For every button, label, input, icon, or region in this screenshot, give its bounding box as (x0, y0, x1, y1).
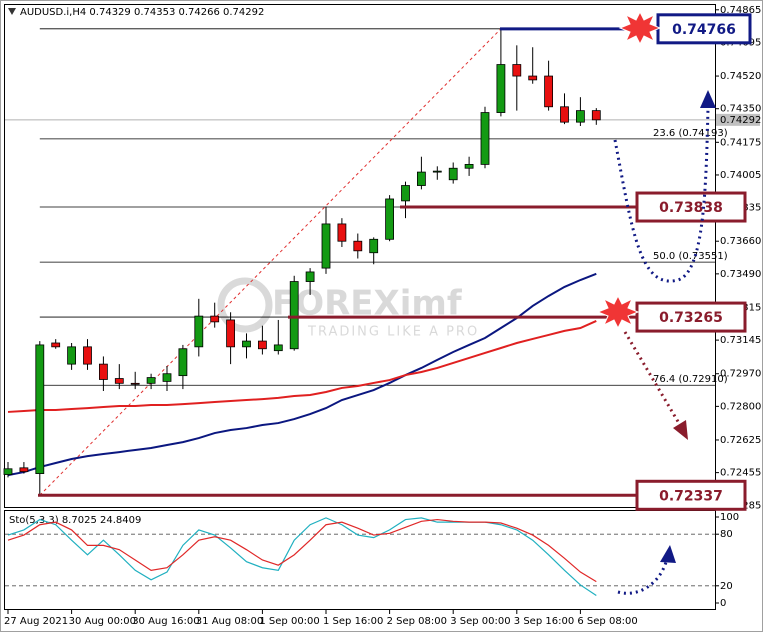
y-tick-label: 0.74520 (720, 71, 761, 82)
x-tick-label: 6 Sep 08:00 (577, 616, 637, 627)
y-tick-label: 0.73145 (720, 335, 761, 346)
fib-trendline (39, 28, 502, 496)
candle-body (528, 75, 538, 81)
candle-body (305, 271, 315, 282)
y-tick-label: 0.74005 (720, 170, 761, 181)
x-tick-label: 3 Sep 00:00 (450, 616, 510, 627)
candle-body (369, 238, 379, 254)
x-tick-label: 31 Aug 08:00 (196, 616, 263, 627)
level-box (635, 301, 747, 333)
candle-body (576, 110, 585, 123)
candle-body (178, 348, 188, 377)
moving-average (7, 272, 597, 477)
x-tick-label: 30 Aug 16:00 (132, 616, 199, 627)
candle-body (226, 319, 236, 348)
fib-label: 50.0 (0.73551) (653, 251, 728, 262)
projection-arrow (623, 331, 682, 426)
arrow-head (660, 545, 676, 563)
watermark-tagline: TRADING LIKE A PRO (307, 325, 479, 340)
candle-body (560, 106, 569, 123)
candle-body (512, 64, 522, 77)
moving-average (7, 319, 597, 413)
level-box (635, 479, 747, 511)
candle-body (146, 377, 156, 384)
candle-body (480, 112, 490, 165)
candle-body (321, 223, 331, 269)
candle-body (130, 382, 140, 385)
candle-body (3, 468, 13, 475)
candle-body (67, 346, 76, 365)
candle-body (385, 198, 395, 240)
candle-body (99, 363, 108, 380)
candle-body (51, 342, 61, 348)
x-tick-label: 1 Sep 16:00 (323, 616, 383, 627)
y-tick-label: 0.73490 (720, 269, 761, 280)
level-label: 0.72337 (659, 488, 723, 504)
y-tick-label: 0.72455 (720, 468, 761, 479)
x-tick-label: 1 Sep 00:00 (259, 616, 319, 627)
x-tick-label: 30 Aug 00:00 (69, 616, 136, 627)
plot-layer: 0.748650.746950.745200.743500.741750.740… (3, 5, 761, 627)
x-tick-label: 27 Aug 2021 (4, 616, 68, 627)
fib-label: 76.4 (0.72910) (653, 374, 728, 385)
burst (596, 294, 640, 330)
projection-arrow (617, 561, 668, 595)
stoch-line (7, 518, 597, 583)
y-tick-label: 80 (720, 529, 733, 540)
candle-body (242, 340, 251, 348)
level-box (635, 191, 747, 223)
candle-body (257, 340, 267, 350)
candle-body (353, 240, 363, 252)
y-tick-label: 20 (720, 581, 733, 592)
level-box (656, 13, 752, 45)
candle-body (114, 378, 124, 384)
y-tick-label: 0.74350 (720, 104, 761, 115)
stoch-line (7, 517, 597, 597)
main-panel (4, 4, 716, 508)
candle-body (448, 167, 458, 181)
candle-body (210, 315, 220, 323)
symbol-info: AUDUSD.i,H4 0.74329 0.74353 0.74266 0.74… (20, 7, 264, 18)
level-label: 0.73838 (659, 200, 723, 216)
candle-body (401, 185, 410, 202)
candle-body (83, 346, 92, 365)
x-tick-label: 2 Sep 08:00 (387, 616, 447, 627)
candle-body (432, 170, 442, 173)
y-tick-label: 0.72800 (720, 401, 761, 412)
x-tick-label: 3 Sep 16:00 (514, 616, 574, 627)
candle-body (544, 75, 553, 108)
burst (618, 10, 662, 46)
y-tick-label: 0.72625 (720, 435, 761, 446)
candle-body (273, 344, 283, 352)
arrow-head (673, 420, 688, 440)
stoch-title: Sto(5,3,3) 8.7025 24.8409 (9, 515, 141, 526)
watermark-logo (217, 277, 273, 333)
arrow-head (700, 90, 716, 108)
y-tick-label: 0.73660 (720, 236, 761, 247)
level-label: 0.73265 (659, 310, 723, 326)
candle-body (416, 171, 426, 186)
level-label: 0.74766 (672, 22, 736, 38)
y-tick-label: 0.74175 (720, 137, 761, 148)
candle-body (591, 110, 601, 121)
candle-body (194, 315, 204, 348)
candle-body (19, 467, 29, 473)
y-tick-label: 0.74865 (720, 5, 761, 16)
candle-body (337, 223, 347, 242)
candle-body (289, 281, 299, 350)
symbol-icon (8, 8, 16, 15)
y-tick-label: 0.72970 (720, 369, 761, 380)
last-price-label: 0.74292 (720, 115, 761, 126)
last-price-box (716, 113, 760, 126)
y-tick-label: 100 (720, 512, 739, 523)
candle-body (464, 163, 474, 169)
stoch-panel (4, 510, 716, 610)
y-tick-label: 0 (720, 598, 726, 609)
candle-body (496, 64, 506, 113)
candle-body (162, 373, 172, 382)
fib-label: 23.6 (0.74193) (653, 128, 728, 139)
candle-body (35, 344, 45, 474)
